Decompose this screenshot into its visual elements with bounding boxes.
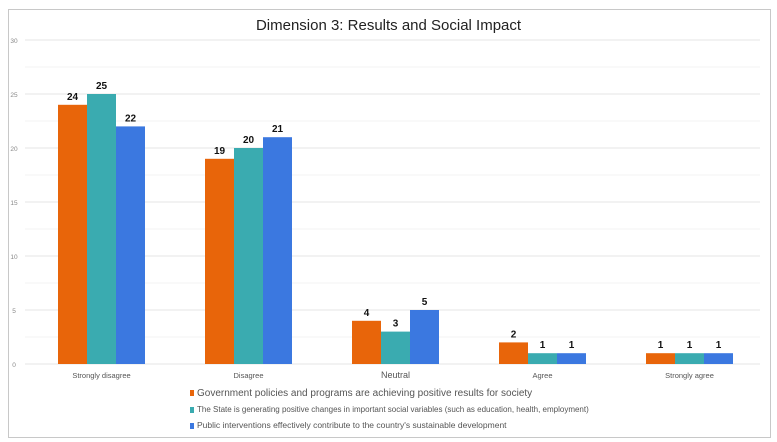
bar-2-1	[263, 137, 292, 364]
bar-1-4	[675, 353, 704, 364]
bar-2-0	[116, 126, 145, 365]
data-label: 4	[364, 308, 370, 319]
bar-2-2	[410, 310, 439, 364]
x-tick-label: Disagree	[233, 371, 263, 380]
data-label: 1	[687, 340, 693, 351]
data-label: 3	[393, 319, 399, 330]
bar-1-2	[381, 331, 410, 364]
data-label: 25	[96, 81, 108, 92]
y-tick-label: 0	[12, 362, 16, 369]
y-tick-label: 5	[12, 308, 16, 315]
bar-0-2	[352, 320, 381, 364]
bar-0-1	[205, 158, 234, 364]
data-label: 1	[716, 340, 722, 351]
y-tick-label: 30	[10, 38, 18, 45]
data-label: 1	[540, 340, 546, 351]
data-label: 20	[243, 135, 255, 146]
y-tick-label: 10	[10, 254, 18, 261]
bar-1-0	[87, 94, 116, 364]
legend-swatch-0	[190, 390, 194, 397]
data-label: 1	[658, 340, 664, 351]
bar-0-3	[499, 342, 528, 364]
legend-item-1: The State is generating positive changes…	[190, 405, 589, 414]
bar-0-0	[58, 104, 87, 365]
x-tick-label: Strongly agree	[665, 371, 714, 380]
chart-title: Dimension 3: Results and Social Impact	[255, 17, 522, 34]
legend-label-0: Government policies and programs are ach…	[197, 388, 533, 399]
data-label: 24	[67, 92, 79, 103]
x-tick-label: Agree	[532, 371, 552, 380]
y-tick-label: 20	[10, 146, 18, 153]
legend-label-1: The State is generating positive changes…	[197, 405, 589, 414]
x-tick-label: Strongly disagree	[72, 371, 130, 380]
bar-1-1	[234, 148, 263, 364]
data-label: 21	[272, 124, 284, 135]
legend-swatch-1	[190, 406, 194, 413]
legend-label-2: Public interventions effectively contrib…	[197, 420, 507, 430]
data-label: 2	[511, 329, 517, 340]
data-label: 1	[569, 340, 575, 351]
bar-0-4	[646, 353, 675, 364]
data-label: 5	[422, 297, 428, 308]
y-tick-label: 25	[10, 92, 18, 99]
x-tick-label: Neutral	[381, 370, 410, 380]
y-tick-label: 15	[10, 200, 18, 207]
legend-swatch-2	[190, 422, 194, 429]
data-label: 19	[214, 146, 226, 157]
bar-2-4	[704, 353, 733, 364]
data-label: 22	[125, 113, 137, 124]
bar-2-3	[557, 353, 586, 364]
bar-1-3	[528, 353, 557, 364]
legend-item-2: Public interventions effectively contrib…	[190, 420, 507, 430]
legend-item-0: Government policies and programs are ach…	[190, 388, 532, 399]
